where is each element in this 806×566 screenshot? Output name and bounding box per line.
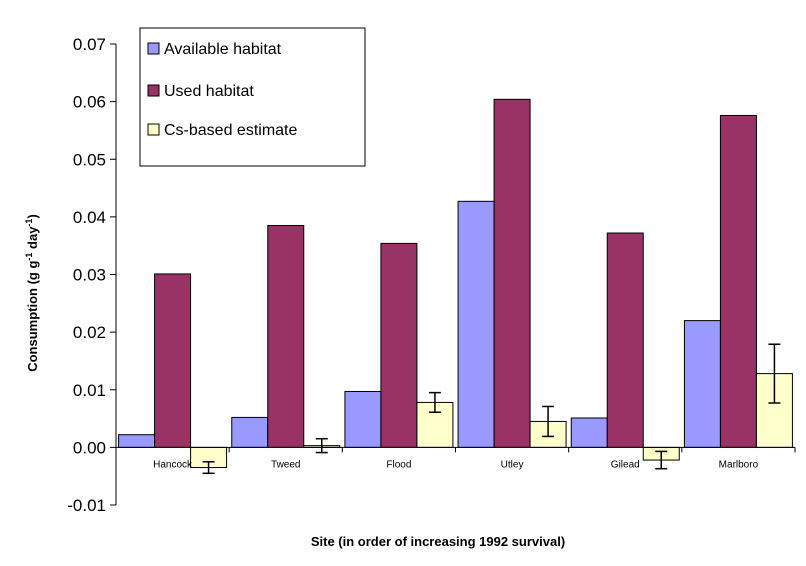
errors-layer [202,343,781,475]
x-tick-label: Utley [501,459,524,470]
legend: Available habitat Used habitat Cs-based … [139,27,366,167]
x-tick-label: Marlboro [719,459,759,470]
xaxis-layer: Hancock Tweed Flood Utley Gilead Marlboro [115,446,796,470]
legend-swatch-cs [147,123,160,136]
y-tick-label: 0.07 [73,35,106,54]
legend-label-available: Available habitat [164,41,282,58]
bar [154,273,192,448]
y-tick-label: 0.04 [73,208,106,227]
x-tick-label: Flood [386,459,411,470]
bar [683,320,721,448]
y-tick-label: 0.02 [73,323,106,342]
y-axis-label: Consumption (g g-1 day-1) [24,214,40,372]
bar [719,114,757,448]
x-tick-label: Hancock [153,459,193,470]
bars-layer [118,98,793,469]
y-tick-label: 0.06 [73,93,106,112]
y-tick-label: 0.01 [73,381,106,400]
bar [267,225,305,448]
axis-layer: -0.01 0.00 0.01 0.02 0.03 0.04 0.05 0.06 0.07 [67,35,117,515]
bar [606,232,644,448]
legend-swatch-used [147,84,160,97]
bar [457,200,495,448]
y-tick-label: 0.05 [73,150,106,169]
y-tick-label: -0.01 [67,496,106,515]
bar [231,416,269,448]
y-tick-label: 0.03 [73,266,106,285]
bar [344,390,382,448]
legend-label-cs: Cs-based estimate [164,122,297,139]
x-axis-label: Site (in order of increasing 1992 surviv… [311,534,565,549]
bar [380,242,418,448]
legend-label-used: Used habitat [164,83,254,100]
legend-box [139,27,366,167]
y-tick-label: 0.00 [73,438,106,457]
x-tick-label: Gilead [611,459,640,470]
bar [118,434,156,448]
x-tick-label: Tweed [271,459,300,470]
legend-swatch-available [147,42,160,55]
bar [570,417,608,448]
bar [493,98,531,448]
